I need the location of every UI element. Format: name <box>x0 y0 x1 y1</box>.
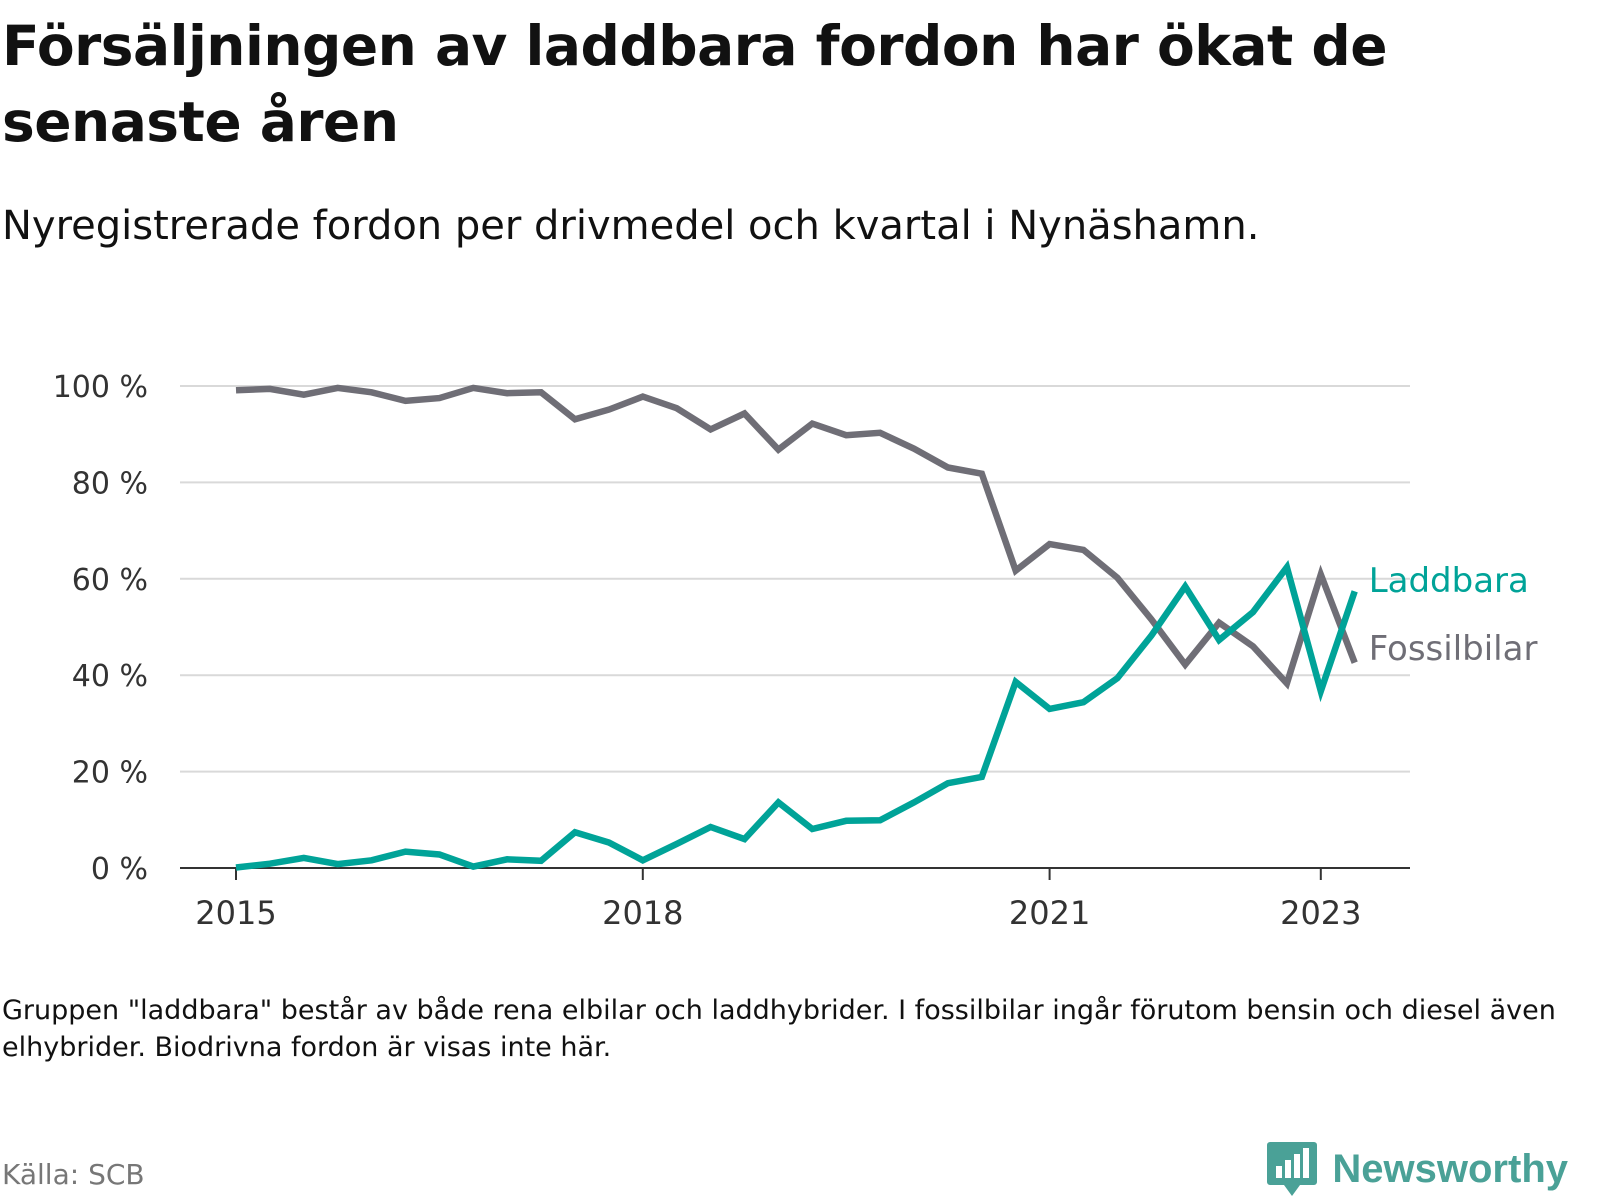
line-chart: 0 % 20 % 40 % 60 % 80 % 100 % 2015 2018 2021 2023… <box>53 370 1538 932</box>
chart-note: Gruppen "laddbara" består av både rena e… <box>2 995 1556 1063</box>
series-label-laddbara: Laddbara <box>1369 561 1529 601</box>
source-label: Källa: SCB <box>2 1158 145 1191</box>
y-tick-label: 40 % <box>72 659 148 694</box>
y-tick-label: 60 % <box>72 563 148 598</box>
brand-logo[interactable]: Newsworthy <box>1266 1140 1568 1198</box>
series-label-fossilbilar: Fossilbilar <box>1369 629 1538 669</box>
series-line-laddbara <box>235 559 1358 871</box>
y-tick-label: 80 % <box>72 466 148 501</box>
chart-subtitle: Nyregistrerade fordon per drivmedel och … <box>2 203 1260 249</box>
x-tick-label: 2023 <box>1280 894 1361 932</box>
y-tick-label: 20 % <box>72 756 148 791</box>
brand-name: Newsworthy <box>1332 1146 1568 1191</box>
x-tick-label: 2015 <box>195 894 276 932</box>
y-tick-label: 0 % <box>91 852 148 887</box>
y-tick-label: 100 % <box>53 370 148 405</box>
series-line-fossilbilar <box>235 384 1358 690</box>
chart-title: Försäljningen av laddbara fordon har öka… <box>2 14 1388 154</box>
x-tick-label: 2018 <box>602 894 683 932</box>
newsworthy-logo-icon <box>1267 1142 1318 1196</box>
x-tick-label: 2021 <box>1009 894 1090 932</box>
